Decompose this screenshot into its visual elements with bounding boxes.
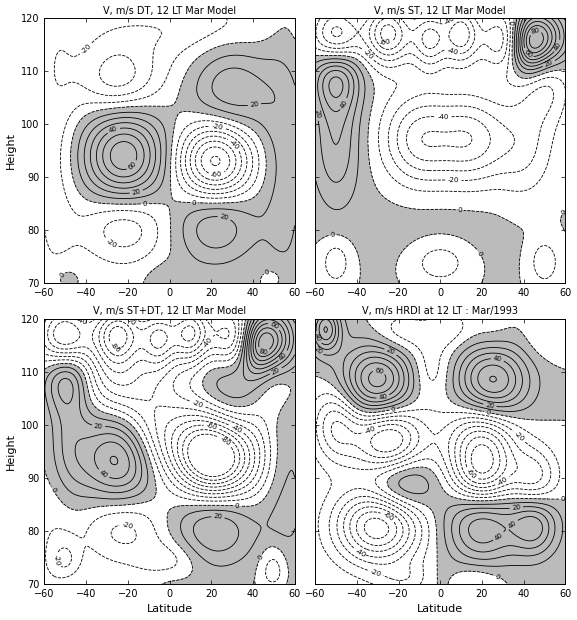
Text: -20: -20 [121, 521, 134, 529]
Text: 20: 20 [313, 109, 321, 119]
Text: 20: 20 [485, 402, 495, 409]
Text: 40: 40 [108, 126, 119, 135]
Text: 80: 80 [530, 27, 540, 35]
Text: -20: -20 [212, 123, 224, 131]
Text: -40: -40 [230, 423, 243, 434]
Text: 0: 0 [257, 554, 264, 560]
Text: 0: 0 [50, 487, 57, 494]
Text: 20: 20 [94, 423, 103, 430]
Text: 0: 0 [234, 503, 239, 509]
Text: 20: 20 [213, 513, 223, 520]
Text: -40: -40 [75, 316, 88, 326]
Text: 20: 20 [512, 504, 521, 511]
Text: -20: -20 [192, 399, 204, 409]
Text: -80: -80 [219, 435, 232, 447]
Text: -60: -60 [380, 38, 392, 46]
Text: 80: 80 [258, 348, 268, 355]
Text: -20: -20 [53, 554, 61, 566]
Text: -40: -40 [228, 138, 241, 151]
Text: 0: 0 [485, 409, 490, 416]
Text: 20: 20 [131, 188, 141, 196]
Text: 0: 0 [390, 406, 396, 413]
Text: 40: 40 [493, 355, 503, 363]
Title: V, m/s HRDI at 12 LT : Mar/1993: V, m/s HRDI at 12 LT : Mar/1993 [362, 306, 518, 316]
Y-axis label: Height: Height [6, 132, 16, 169]
Text: 20: 20 [313, 345, 323, 356]
Text: -60: -60 [464, 468, 477, 481]
Text: 0: 0 [494, 573, 501, 580]
Text: 40: 40 [313, 332, 322, 343]
Text: -40: -40 [364, 425, 377, 435]
Text: -20: -20 [448, 177, 459, 184]
Title: V, m/s ST, 12 LT Mar Model: V, m/s ST, 12 LT Mar Model [374, 6, 506, 16]
Text: -20: -20 [369, 568, 382, 577]
Text: -40: -40 [202, 337, 214, 349]
Text: 0: 0 [143, 201, 147, 207]
Text: 40: 40 [493, 531, 504, 541]
Text: -40: -40 [354, 547, 367, 558]
Text: 0: 0 [560, 208, 568, 215]
Text: 40: 40 [339, 99, 349, 110]
Text: 60: 60 [522, 48, 533, 59]
Text: -60: -60 [381, 511, 395, 522]
Text: 0: 0 [58, 272, 66, 279]
Text: 0: 0 [476, 250, 484, 257]
Text: 0: 0 [264, 268, 270, 276]
Text: 40: 40 [507, 519, 518, 529]
Text: 20: 20 [544, 59, 554, 68]
Text: 0: 0 [510, 20, 516, 25]
Text: -40: -40 [443, 15, 456, 26]
Text: 0: 0 [457, 207, 462, 213]
Text: 0: 0 [192, 200, 196, 206]
Y-axis label: Height: Height [6, 433, 16, 470]
Text: 0: 0 [560, 496, 565, 502]
Text: -40: -40 [496, 476, 509, 487]
Text: -40: -40 [438, 114, 449, 120]
Text: -60: -60 [123, 316, 136, 327]
Text: 60: 60 [374, 366, 384, 374]
Text: -60: -60 [211, 171, 223, 178]
Text: 0: 0 [330, 231, 335, 238]
Text: -20: -20 [513, 430, 526, 443]
Text: 40: 40 [378, 393, 388, 401]
Text: 20: 20 [219, 213, 229, 221]
Text: 60: 60 [269, 321, 280, 330]
Text: 20: 20 [271, 366, 281, 376]
Text: 40: 40 [278, 351, 288, 361]
Text: -60: -60 [205, 422, 218, 431]
Text: 40: 40 [553, 41, 563, 51]
Text: -20: -20 [104, 237, 118, 249]
Title: V, m/s DT, 12 LT Mar Model: V, m/s DT, 12 LT Mar Model [103, 6, 236, 16]
Title: V, m/s ST+DT, 12 LT Mar Model: V, m/s ST+DT, 12 LT Mar Model [93, 306, 246, 316]
Text: -40: -40 [446, 47, 459, 56]
Text: 60: 60 [127, 161, 138, 171]
Text: -20: -20 [80, 42, 92, 55]
Text: 20: 20 [250, 101, 259, 108]
X-axis label: Latitude: Latitude [417, 604, 463, 614]
Text: 40: 40 [98, 469, 109, 479]
X-axis label: Latitude: Latitude [147, 604, 193, 614]
Text: -20: -20 [362, 48, 374, 61]
Text: -80: -80 [108, 342, 121, 354]
Text: 20: 20 [385, 347, 396, 356]
